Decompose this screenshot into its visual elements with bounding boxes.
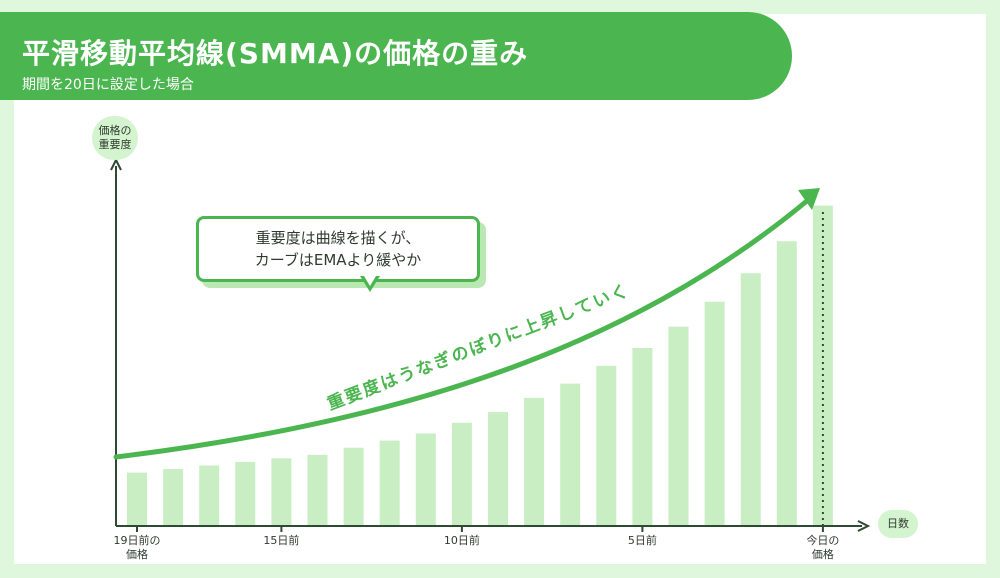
bar-2 — [199, 465, 220, 526]
bar-13 — [596, 365, 617, 526]
callout-line-2: カーブはEMAより緩やか — [254, 251, 422, 269]
bar-14 — [632, 348, 653, 526]
bar-16 — [704, 301, 725, 526]
y-axis-label-line-1: 価格の — [98, 124, 132, 137]
x-tick-label-19: 今日の 価格 — [793, 534, 853, 562]
x-tick-label-line: 19日前の — [113, 534, 161, 547]
x-tick-label-line: 価格 — [126, 548, 148, 561]
curve-arrowhead-icon — [798, 188, 820, 210]
title-banner: 平滑移動平均線(SMMA)の価格の重み 期間を20日に設定した場合 — [0, 12, 792, 100]
x-tick-label-0: 19日前の 価格 — [107, 534, 167, 562]
bar-12 — [560, 383, 581, 526]
callout-line-1: 重要度は曲線を描くが、 — [255, 229, 421, 247]
x-tick-label-9: 10日前 — [432, 534, 492, 548]
bar-18 — [776, 241, 797, 526]
callout-bubble: 重要度は曲線を描くが、 カーブはEMAより緩やか — [196, 216, 480, 282]
x-axis-arrow-icon — [857, 520, 871, 532]
bar-11 — [524, 397, 545, 526]
bar-10 — [488, 412, 508, 526]
bar-17 — [740, 273, 761, 526]
x-tick-label-4: 15日前 — [251, 534, 311, 548]
x-axis-unit-text: 日数 — [887, 517, 909, 530]
bar-15 — [668, 326, 689, 526]
bar-5 — [307, 454, 328, 526]
x-tick-label-line: 5日前 — [627, 534, 657, 547]
bar-6 — [343, 447, 364, 526]
bar-1 — [163, 469, 184, 526]
y-axis-label: 価格の 重要度 — [92, 116, 138, 160]
bar-9 — [451, 422, 472, 526]
bar-3 — [235, 461, 256, 526]
bar-7 — [379, 440, 400, 526]
bar-4 — [271, 458, 292, 526]
page-title: 平滑移動平均線(SMMA)の価格の重み — [22, 37, 529, 70]
bar-19 — [812, 205, 833, 526]
callout-tail-fill — [364, 276, 376, 286]
y-axis-arrow-icon — [110, 157, 122, 171]
y-axis-label-line-2: 重要度 — [98, 138, 132, 151]
x-tick-label-line: 今日の — [806, 534, 840, 547]
importance-curve — [113, 197, 811, 460]
x-tick-label-14: 5日前 — [612, 534, 672, 548]
bar-0 — [127, 472, 147, 526]
x-tick-label-line: 10日前 — [443, 534, 480, 547]
x-tick-label-line: 15日前 — [263, 534, 300, 547]
curve-label: 重要度はうなぎのぼりに上昇していく — [324, 279, 633, 414]
x-axis-unit-label: 日数 — [878, 510, 918, 538]
x-tick-label-line: 価格 — [811, 548, 834, 561]
bar-8 — [415, 433, 436, 526]
page-subtitle: 期間を20日に設定した場合 — [22, 77, 194, 93]
